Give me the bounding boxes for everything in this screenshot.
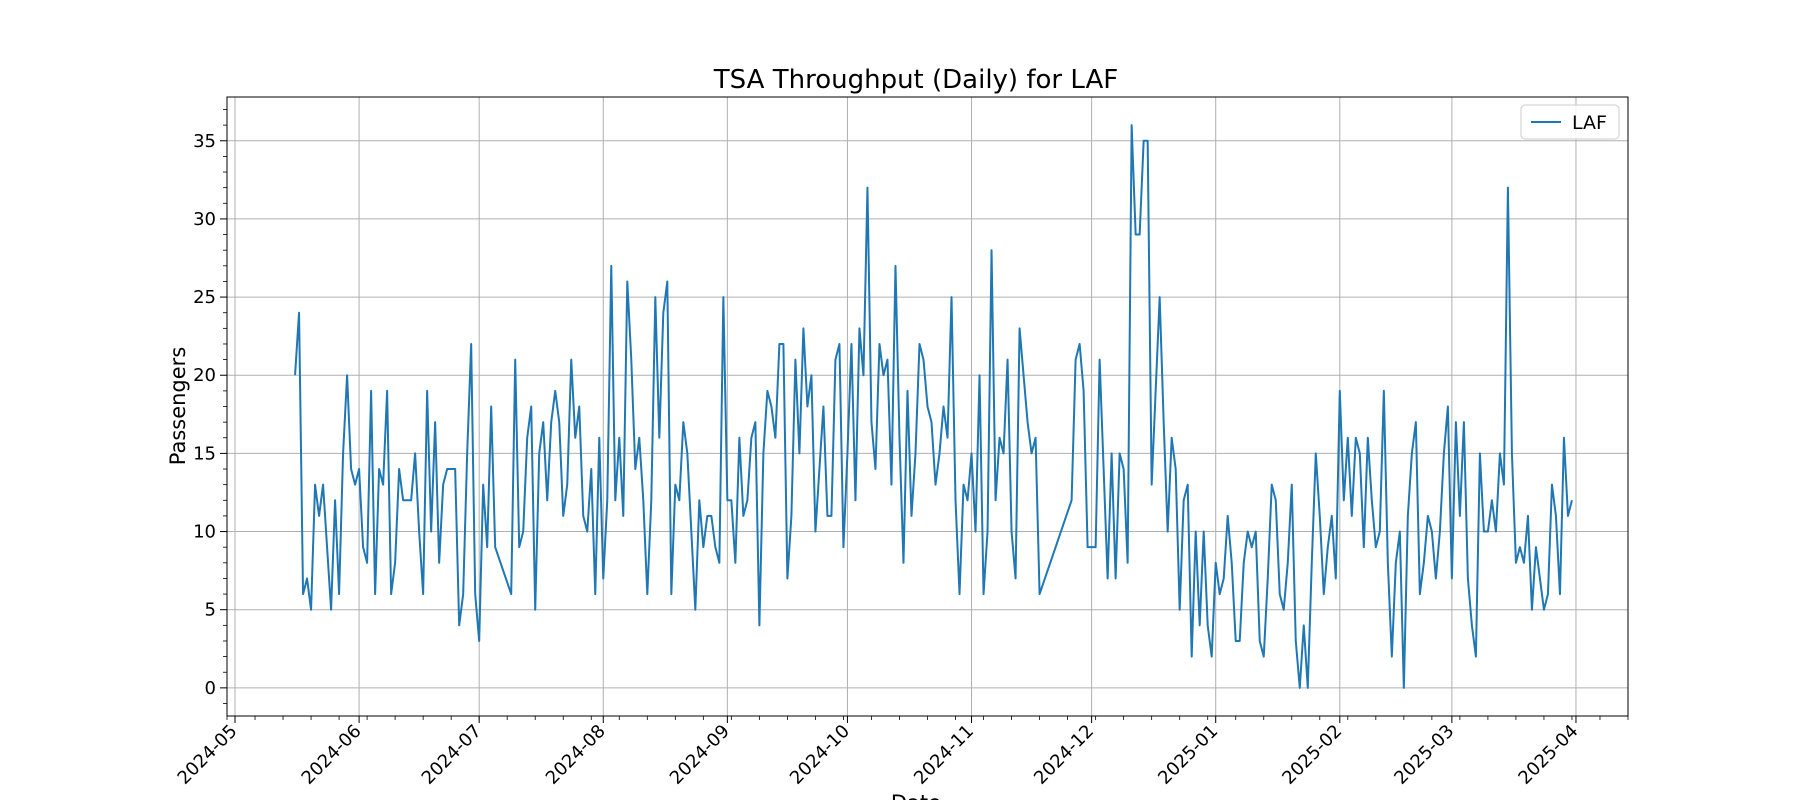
- y-tick-label: 10: [193, 522, 216, 543]
- y-tick-label: 30: [193, 209, 216, 230]
- legend-label: LAF: [1572, 112, 1607, 134]
- legend-box: [1520, 104, 1620, 140]
- y-tick-label: 20: [193, 365, 216, 386]
- y-tick-label: 15: [193, 443, 216, 464]
- x-axis-label: Date: [891, 791, 941, 800]
- legend: LAF: [1520, 104, 1620, 140]
- series-line-laf: [294, 124, 1573, 689]
- y-axis: 0 5 10 15 20 25 30 35: [193, 109, 227, 704]
- series-layer: [294, 124, 1573, 689]
- chart-title: TSA Throughput (Daily) for LAF: [713, 65, 1118, 95]
- y-tick-label: 5: [205, 600, 216, 621]
- y-tick-label: 35: [193, 131, 216, 152]
- y-axis-label: Passengers: [166, 347, 190, 466]
- y-tick-label: 0: [205, 678, 216, 699]
- y-tick-label: 25: [193, 287, 216, 308]
